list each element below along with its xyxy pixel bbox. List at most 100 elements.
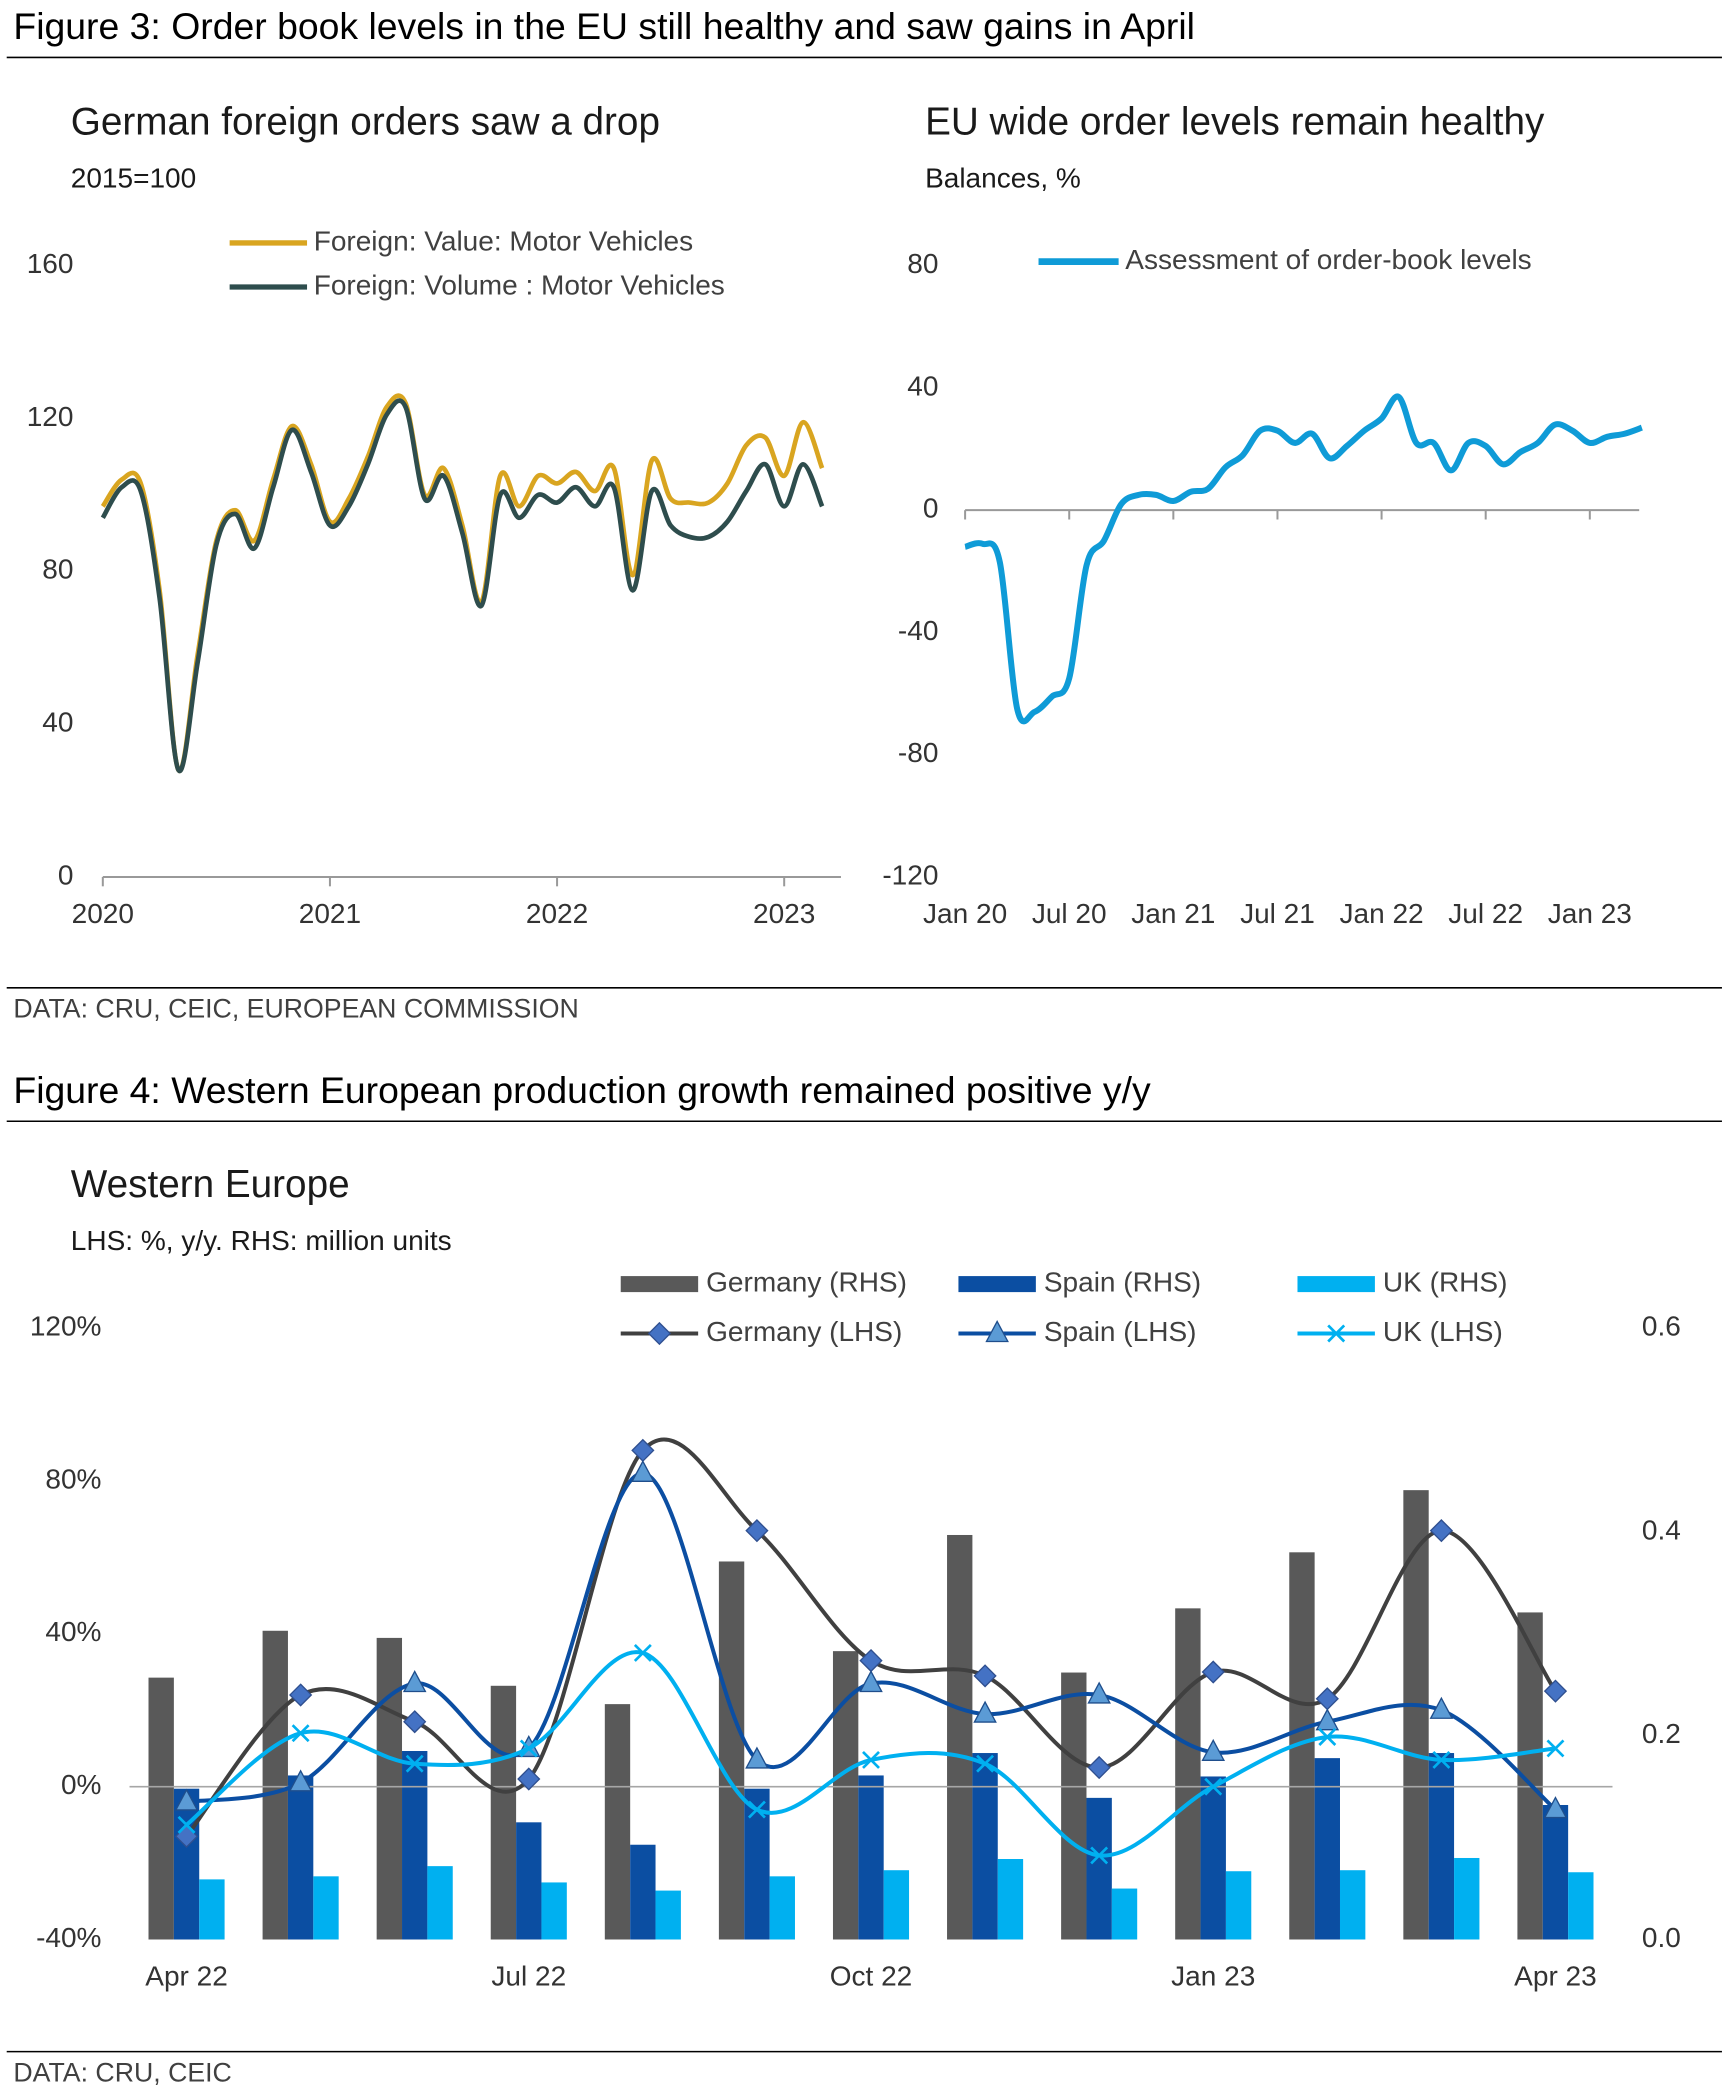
marker (1201, 1738, 1226, 1761)
x-tick-label: Apr 23 (1514, 1961, 1597, 1992)
marker (745, 1519, 769, 1543)
marker (862, 1750, 880, 1769)
chart-subtitle: 2015=100 (71, 163, 196, 194)
x-tick-label: Jan 23 (1548, 898, 1632, 929)
bar (1403, 1490, 1429, 1940)
marker (177, 1815, 196, 1834)
legend-label: UK (RHS) (1383, 1267, 1508, 1298)
bar (947, 1534, 973, 1940)
x-tick-label: Jul 21 (1240, 898, 1315, 929)
marker (631, 1459, 655, 1483)
marker (973, 1700, 997, 1723)
y-tick-label: -40% (36, 1922, 101, 1953)
marker (973, 1664, 997, 1688)
line-series (964, 393, 1643, 725)
legend-swatch (620, 1276, 699, 1293)
bar (262, 1630, 288, 1940)
legend-marker (647, 1321, 672, 1346)
figure-source: DATA: CRU, CEIC, EUROPEAN COMMISSION (13, 994, 578, 1024)
y-tick-label: -120 (882, 859, 938, 890)
bar (1200, 1776, 1226, 1940)
chart-title: German foreign orders saw a drop (71, 100, 660, 143)
legend-label: Germany (RHS) (706, 1267, 907, 1298)
x-tick-label: 2021 (299, 898, 361, 929)
marker (747, 1800, 766, 1819)
x-tick-label: Jul 22 (491, 1961, 566, 1992)
figure-title: Figure 3: Order book levels in the EU st… (13, 5, 1195, 47)
legend-label: Assessment of order-book levels (1125, 244, 1531, 275)
bar (1428, 1753, 1455, 1940)
bar (1542, 1804, 1569, 1940)
y-tick-label: 120% (30, 1311, 102, 1342)
marker (291, 1724, 310, 1743)
marker (745, 1746, 769, 1769)
x-tick-label: 2020 (72, 898, 134, 929)
marker (405, 1754, 424, 1773)
marker (1429, 1519, 1454, 1543)
bar (769, 1876, 795, 1940)
bar (1314, 1758, 1340, 1940)
line-series (184, 1437, 1558, 1838)
bar (541, 1882, 567, 1940)
bar (718, 1561, 745, 1940)
bar (199, 1879, 225, 1940)
x-tick-label: Jan 20 (923, 898, 1007, 929)
bar (173, 1788, 200, 1940)
marker (1090, 1846, 1109, 1865)
bar (1061, 1672, 1087, 1940)
marker (517, 1767, 541, 1791)
marker (1546, 1739, 1565, 1758)
x-tick-label: Jan 21 (1131, 898, 1215, 929)
bar (604, 1704, 631, 1940)
legend-label: Foreign: Volume : Motor Vehicles (314, 269, 725, 300)
figure-source: DATA: CRU, CEIC (13, 2057, 231, 2087)
y-tick-label: 80% (45, 1463, 101, 1494)
marker (1543, 1796, 1568, 1819)
bar (972, 1753, 998, 1940)
y-tick-label: 40 (42, 707, 73, 738)
bar (1568, 1872, 1594, 1940)
bar (1454, 1857, 1480, 1940)
marker (1201, 1660, 1225, 1684)
x-tick-label: Jul 22 (1448, 898, 1523, 929)
marker (403, 1710, 427, 1734)
y2-tick-label: 0.4 (1642, 1514, 1681, 1545)
y-tick-label: -40 (898, 615, 938, 646)
figure-title: Figure 4: Western European production gr… (13, 1069, 1151, 1111)
bar (148, 1677, 174, 1940)
bar (376, 1637, 403, 1940)
y-tick-label: 0 (58, 859, 74, 890)
legend-label: Spain (LHS) (1044, 1316, 1197, 1347)
y-tick-label: 40 (907, 370, 938, 401)
y-tick-label: 80 (907, 248, 938, 279)
bar (427, 1866, 453, 1940)
x-tick-label: Jan 23 (1171, 1961, 1255, 1992)
marker (1087, 1755, 1111, 1780)
marker (633, 1643, 652, 1662)
legend-marker (985, 1320, 1009, 1343)
marker (859, 1670, 883, 1693)
marker (1318, 1728, 1337, 1746)
y-tick-label: 80 (42, 554, 73, 585)
marker (1543, 1679, 1568, 1703)
x-tick-label: Jul 20 (1032, 898, 1107, 929)
legend-swatch (958, 1276, 1036, 1293)
bar (1086, 1797, 1112, 1940)
x-tick-label: Jan 22 (1340, 898, 1424, 929)
marker (174, 1788, 199, 1811)
legend-swatch (1297, 1276, 1375, 1293)
y-tick-label: 160 (27, 248, 74, 279)
line-series (100, 398, 825, 774)
x-tick-label: Apr 22 (145, 1961, 228, 1992)
marker (1204, 1777, 1223, 1796)
x-tick-label: Oct 22 (830, 1961, 913, 1992)
chart-title: EU wide order levels remain healthy (925, 100, 1545, 143)
marker (976, 1754, 995, 1773)
marker (1087, 1681, 1111, 1704)
bar (516, 1822, 542, 1940)
chart-subtitle: Balances, % (925, 163, 1081, 194)
y-tick-label: 40% (45, 1616, 101, 1647)
y-tick-label: 0% (61, 1769, 102, 1800)
